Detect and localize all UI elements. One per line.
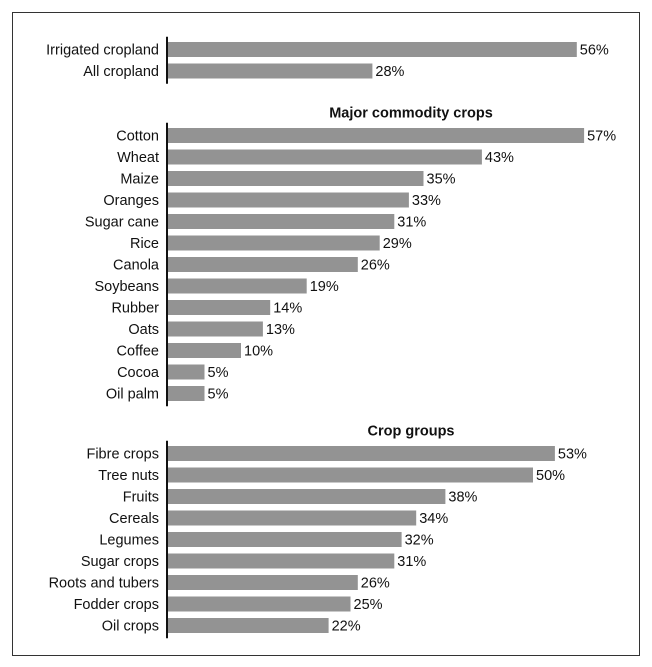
bar bbox=[168, 128, 585, 143]
value-label: 19% bbox=[310, 279, 339, 295]
category-label: Legumes bbox=[99, 533, 159, 549]
category-label: Wheat bbox=[117, 150, 159, 166]
category-label: Tree nuts bbox=[98, 468, 159, 484]
category-label: Fibre crops bbox=[86, 447, 159, 463]
category-label: Oil palm bbox=[106, 387, 159, 403]
bar bbox=[168, 446, 555, 461]
value-label: 50% bbox=[536, 468, 565, 484]
group-title: Major commodity crops bbox=[329, 106, 493, 122]
value-label: 5% bbox=[208, 365, 229, 381]
bar bbox=[168, 386, 205, 401]
value-label: 35% bbox=[427, 172, 456, 188]
category-label: Maize bbox=[120, 172, 159, 188]
bar bbox=[168, 235, 380, 251]
value-label: 26% bbox=[361, 576, 390, 592]
value-label: 25% bbox=[354, 597, 383, 613]
bar bbox=[168, 364, 205, 380]
value-label: 10% bbox=[244, 344, 273, 360]
chart-frame bbox=[12, 12, 640, 656]
bar bbox=[168, 300, 271, 315]
bar bbox=[168, 63, 373, 79]
category-label: Irrigated cropland bbox=[46, 43, 159, 59]
value-label: 26% bbox=[361, 258, 390, 274]
category-label: Rice bbox=[130, 236, 159, 252]
bar bbox=[168, 149, 482, 165]
value-label: 5% bbox=[208, 387, 229, 403]
category-label: Soybeans bbox=[95, 279, 160, 295]
value-label: 28% bbox=[375, 64, 404, 80]
bar bbox=[168, 42, 577, 57]
bar bbox=[168, 192, 409, 208]
category-label: Coffee bbox=[117, 344, 159, 360]
value-label: 29% bbox=[383, 236, 412, 252]
bar bbox=[168, 257, 358, 272]
group-title: Crop groups bbox=[368, 424, 455, 440]
value-label: 38% bbox=[448, 490, 477, 506]
value-label: 32% bbox=[405, 533, 434, 549]
category-label: Oranges bbox=[103, 193, 159, 209]
value-label: 33% bbox=[412, 193, 441, 209]
category-label: Fruits bbox=[123, 490, 159, 506]
value-label: 22% bbox=[332, 619, 361, 635]
category-label: Sugar cane bbox=[85, 215, 159, 231]
category-label: Rubber bbox=[111, 301, 159, 317]
bar bbox=[168, 278, 307, 294]
category-label: Fodder crops bbox=[74, 597, 159, 613]
category-label: Canola bbox=[113, 258, 160, 274]
bar bbox=[168, 343, 241, 358]
category-label: All cropland bbox=[83, 64, 159, 80]
value-label: 43% bbox=[485, 150, 514, 166]
value-label: 31% bbox=[397, 215, 426, 231]
value-label: 31% bbox=[397, 554, 426, 570]
bar bbox=[168, 553, 395, 569]
value-label: 57% bbox=[587, 129, 616, 145]
value-label: 34% bbox=[419, 511, 448, 527]
category-label: Cotton bbox=[116, 129, 159, 145]
category-label: Oil crops bbox=[102, 619, 159, 635]
category-label: Roots and tubers bbox=[49, 576, 159, 592]
value-label: 14% bbox=[273, 301, 302, 317]
bar bbox=[168, 467, 533, 483]
bar bbox=[168, 321, 263, 337]
bar bbox=[168, 489, 446, 504]
category-label: Cocoa bbox=[117, 365, 160, 381]
value-label: 13% bbox=[266, 322, 295, 338]
bar bbox=[168, 214, 395, 229]
bar bbox=[168, 596, 351, 612]
bar bbox=[168, 510, 417, 526]
value-label: 53% bbox=[558, 447, 587, 463]
bar bbox=[168, 171, 424, 186]
bar bbox=[168, 575, 358, 590]
category-label: Oats bbox=[128, 322, 159, 338]
category-label: Sugar crops bbox=[81, 554, 159, 570]
category-label: Cereals bbox=[109, 511, 159, 527]
bar bbox=[168, 618, 329, 633]
bar bbox=[168, 532, 402, 547]
value-label: 56% bbox=[580, 43, 609, 59]
